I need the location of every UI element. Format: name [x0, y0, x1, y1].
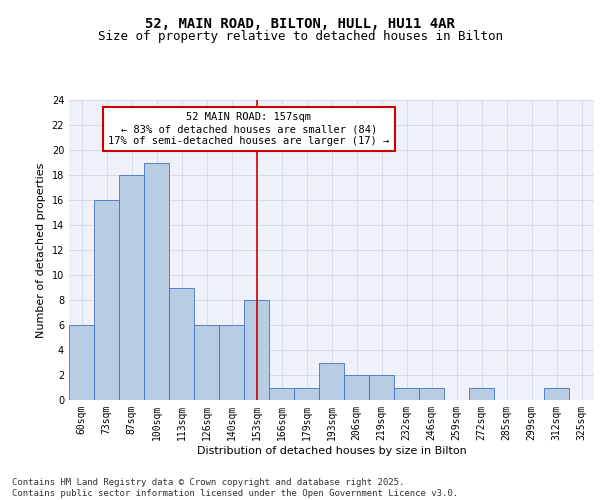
Bar — [144, 162, 169, 400]
Y-axis label: Number of detached properties: Number of detached properties — [36, 162, 46, 338]
Bar — [394, 388, 419, 400]
Text: 52 MAIN ROAD: 157sqm
← 83% of detached houses are smaller (84)
17% of semi-detac: 52 MAIN ROAD: 157sqm ← 83% of detached h… — [109, 112, 389, 146]
Bar — [194, 325, 219, 400]
Bar — [419, 388, 444, 400]
Bar — [319, 362, 344, 400]
X-axis label: Distribution of detached houses by size in Bilton: Distribution of detached houses by size … — [197, 446, 466, 456]
Text: Contains HM Land Registry data © Crown copyright and database right 2025.
Contai: Contains HM Land Registry data © Crown c… — [12, 478, 458, 498]
Bar — [219, 325, 244, 400]
Bar — [119, 175, 144, 400]
Bar — [244, 300, 269, 400]
Bar — [169, 288, 194, 400]
Text: 52, MAIN ROAD, BILTON, HULL, HU11 4AR: 52, MAIN ROAD, BILTON, HULL, HU11 4AR — [145, 18, 455, 32]
Bar — [344, 375, 369, 400]
Text: Size of property relative to detached houses in Bilton: Size of property relative to detached ho… — [97, 30, 503, 43]
Bar — [294, 388, 319, 400]
Bar — [369, 375, 394, 400]
Bar — [69, 325, 94, 400]
Bar — [94, 200, 119, 400]
Bar — [469, 388, 494, 400]
Bar — [544, 388, 569, 400]
Bar — [269, 388, 294, 400]
